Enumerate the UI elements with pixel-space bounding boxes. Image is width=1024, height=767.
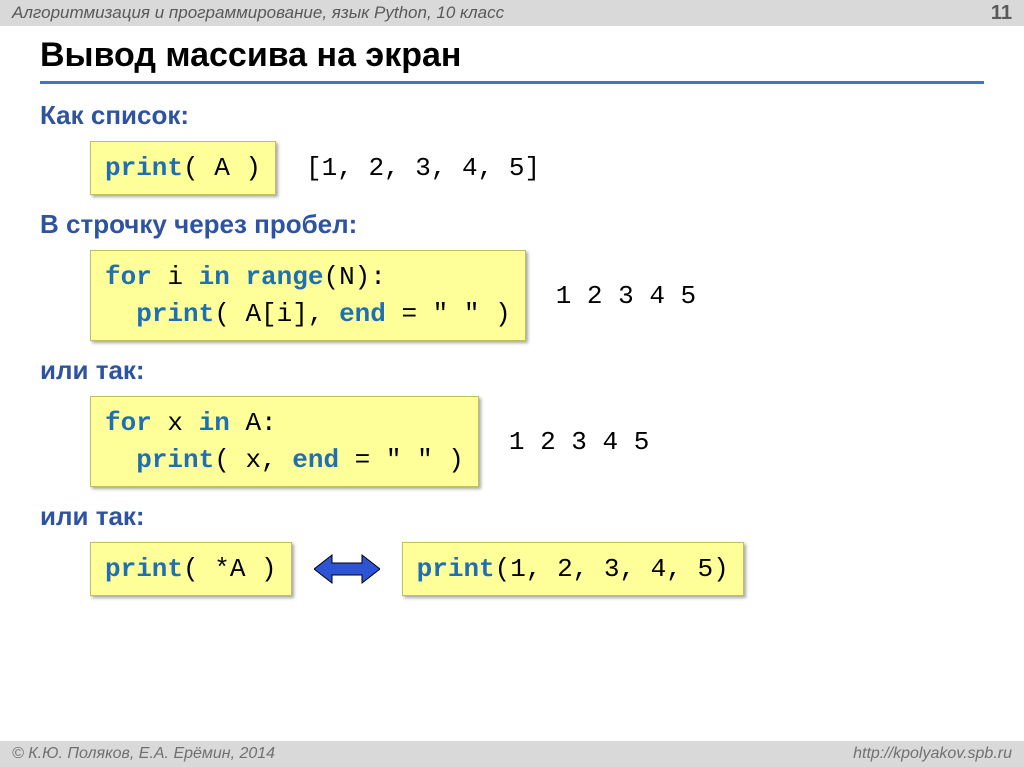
code-row: print( A ) [1, 2, 3, 4, 5]: [90, 141, 984, 195]
code-text: ( *A ): [183, 554, 277, 584]
header-bar: Алгоритмизация и программирование, язык …: [0, 0, 1024, 26]
footer-copyright: © К.Ю. Поляков, Е.А. Ерёмин, 2014: [12, 745, 275, 763]
code-keyword: print: [105, 554, 183, 584]
page-title: Вывод массива на экран: [40, 36, 984, 75]
code-text: x: [152, 408, 199, 438]
code-row: for x in A: print( x, end = " " ) 1 2 3 4…: [90, 396, 984, 487]
code-keyword: print: [136, 299, 214, 329]
footer-bar: © К.Ю. Поляков, Е.А. Ерёмин, 2014 http:/…: [0, 741, 1024, 767]
code-box: for x in A: print( x, end = " " ): [90, 396, 479, 487]
code-text: ( A[i],: [214, 299, 339, 329]
code-output: 1 2 3 4 5: [556, 281, 696, 311]
code-text: ( A ): [183, 153, 261, 183]
code-keyword: in: [199, 408, 230, 438]
code-box: print( A ): [90, 141, 276, 195]
code-text: (1, 2, 3, 4, 5): [495, 554, 729, 584]
code-box: print( *A ): [90, 542, 292, 596]
code-keyword: end: [292, 445, 339, 475]
section-heading: В строчку через пробел:: [40, 209, 984, 240]
section-heading: Как список:: [40, 100, 984, 131]
title-rule: [40, 81, 984, 84]
code-text: [105, 445, 136, 475]
code-keyword: range: [245, 262, 323, 292]
footer-url: http://kpolyakov.spb.ru: [853, 745, 1012, 763]
code-box: for i in range(N): print( A[i], end = " …: [90, 250, 526, 341]
code-keyword: for: [105, 262, 152, 292]
code-keyword: in: [199, 262, 230, 292]
code-box: print(1, 2, 3, 4, 5): [402, 542, 744, 596]
header-title: Алгоритмизация и программирование, язык …: [12, 3, 504, 23]
code-text: i: [152, 262, 199, 292]
code-keyword: print: [136, 445, 214, 475]
double-arrow-icon: [314, 552, 380, 586]
code-keyword: for: [105, 408, 152, 438]
slide-content: Вывод массива на экран Как список:print(…: [0, 26, 1024, 596]
code-output: 1 2 3 4 5: [509, 427, 649, 457]
code-output: [1, 2, 3, 4, 5]: [306, 153, 540, 183]
code-row: print( *A ) print(1, 2, 3, 4, 5): [90, 542, 984, 596]
code-text: ( x,: [214, 445, 292, 475]
code-keyword: print: [417, 554, 495, 584]
section-heading: или так:: [40, 355, 984, 386]
code-text: (N):: [323, 262, 385, 292]
code-text: [230, 262, 246, 292]
code-text: = " " ): [386, 299, 511, 329]
section-heading: или так:: [40, 501, 984, 532]
page-number: 11: [991, 2, 1012, 25]
code-text: = " " ): [339, 445, 464, 475]
code-row: for i in range(N): print( A[i], end = " …: [90, 250, 984, 341]
code-keyword: print: [105, 153, 183, 183]
code-text: A:: [230, 408, 277, 438]
code-keyword: end: [339, 299, 386, 329]
code-text: [105, 299, 136, 329]
